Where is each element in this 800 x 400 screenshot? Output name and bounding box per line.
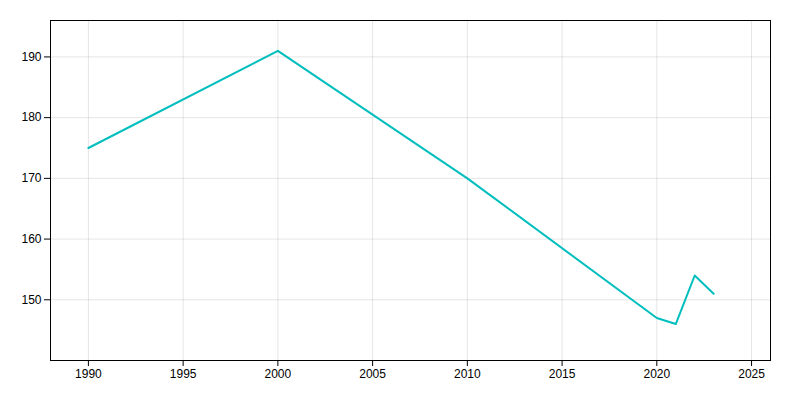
- svg-text:190: 190: [21, 50, 41, 64]
- svg-text:1990: 1990: [75, 367, 102, 381]
- svg-text:150: 150: [21, 293, 41, 307]
- svg-text:2010: 2010: [454, 367, 481, 381]
- svg-text:2015: 2015: [549, 367, 576, 381]
- svg-text:2020: 2020: [643, 367, 670, 381]
- svg-text:1995: 1995: [170, 367, 197, 381]
- svg-text:180: 180: [21, 110, 41, 124]
- svg-text:160: 160: [21, 232, 41, 246]
- svg-text:2025: 2025: [738, 367, 765, 381]
- svg-text:2005: 2005: [359, 367, 386, 381]
- svg-text:2000: 2000: [265, 367, 292, 381]
- svg-text:170: 170: [21, 171, 41, 185]
